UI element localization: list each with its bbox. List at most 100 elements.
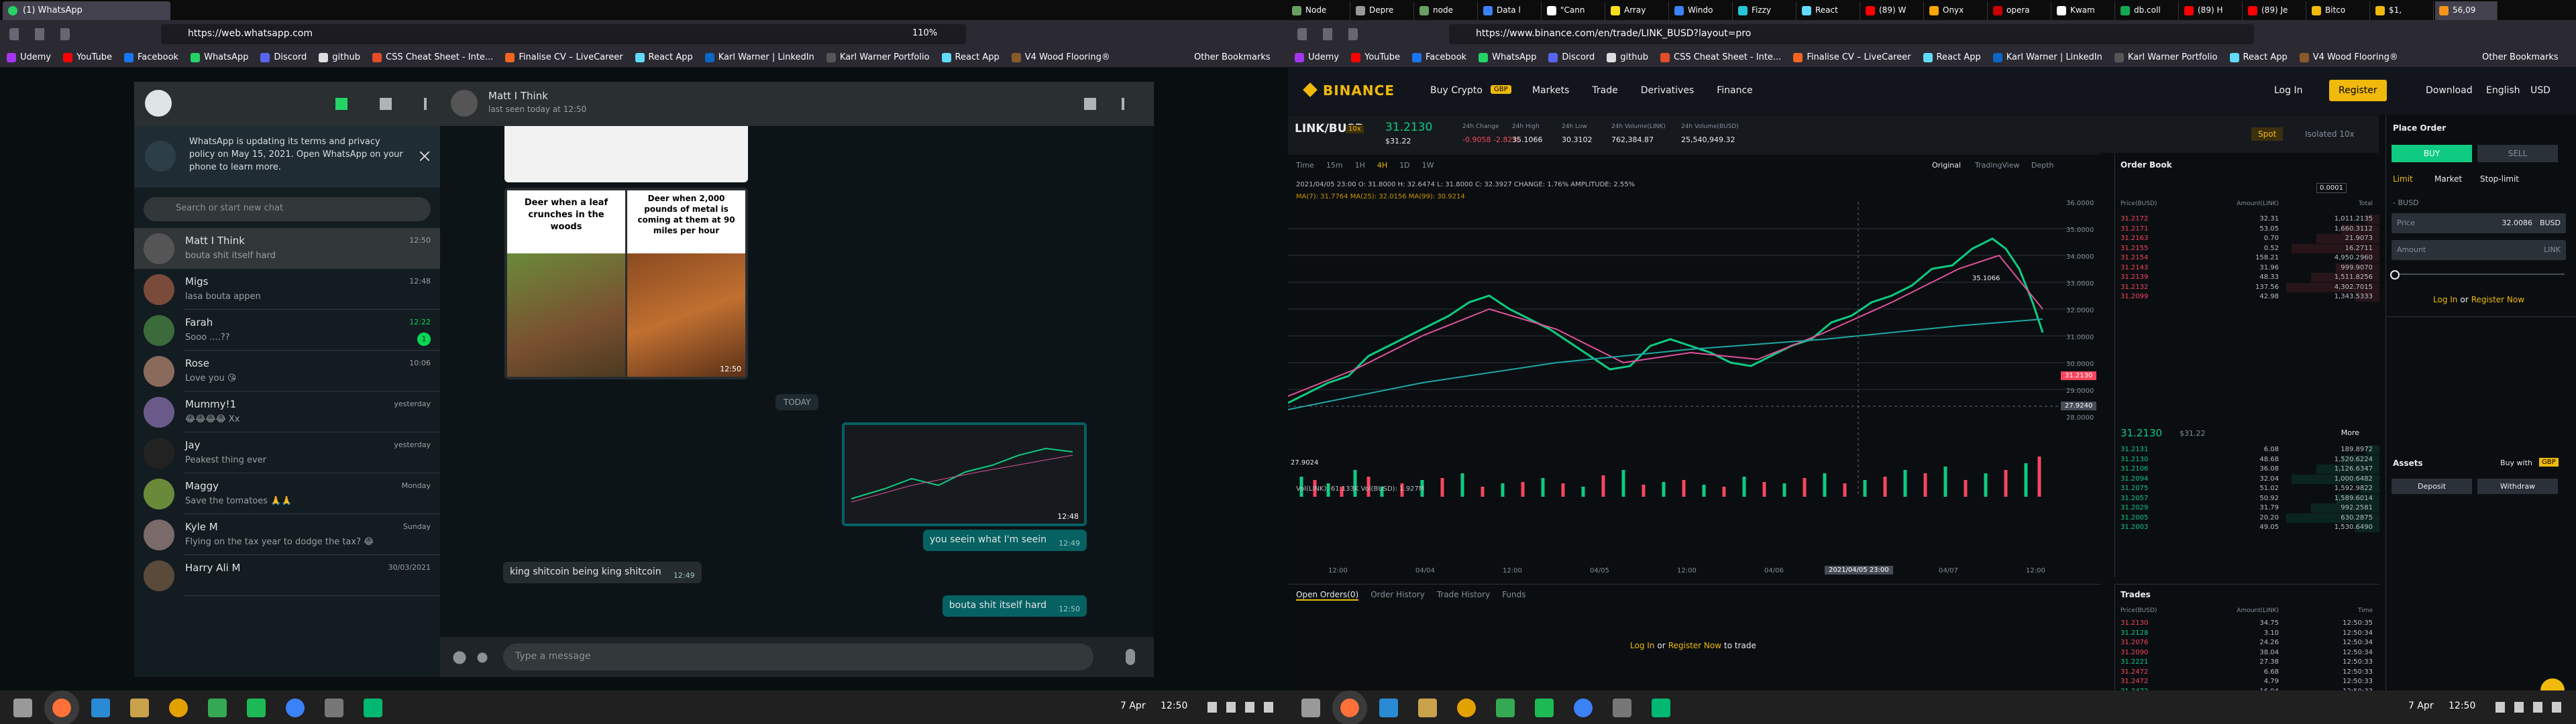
currency-link[interactable]: USD (2530, 85, 2551, 96)
tab[interactable]: (1) WhatsApp (3, 1, 170, 20)
download-link[interactable]: Download (2426, 85, 2473, 96)
bookmark[interactable]: Udemy (1295, 52, 1339, 62)
chat-row[interactable]: Migs 12:48 lasa bouta appen (134, 269, 440, 310)
mic-icon[interactable] (1126, 649, 1135, 665)
bookmark[interactable]: Discord (1548, 52, 1595, 62)
order-type-tab[interactable]: Market (2434, 174, 2463, 184)
bookmark[interactable]: Facebook (124, 52, 178, 62)
orders-tab[interactable]: Trade History (1436, 590, 1491, 599)
nav-link[interactable]: Derivatives (1640, 85, 1695, 96)
taskbar-icon[interactable] (13, 699, 32, 717)
tab[interactable]: Array (1607, 1, 1669, 20)
nav-link[interactable]: Markets (1532, 85, 1570, 96)
chat-row[interactable]: Mummy!1 yesterday 😂😂😂😂 Xx (134, 391, 440, 432)
nav-link[interactable]: Buy Crypto (1430, 85, 1483, 96)
interval-button[interactable]: 4H (1377, 161, 1388, 170)
orders-tab[interactable]: Order History (1371, 590, 1425, 599)
taskbar-icon[interactable] (1535, 699, 1554, 717)
url-box[interactable]: https://web.whatsapp.com 110% (161, 24, 966, 44)
isolated-tab[interactable]: Isolated 10x (2305, 129, 2355, 139)
chat-row[interactable]: Matt I Think 12:50 bouta shit itself hard (134, 228, 440, 269)
bookmark[interactable]: Finalise CV – LiveCareer (1793, 52, 1911, 62)
language-link[interactable]: English (2486, 85, 2520, 96)
interval-button[interactable]: 1W (1421, 161, 1434, 170)
nav-link[interactable]: Finance (1717, 85, 1753, 96)
order-type-tab[interactable]: Limit (2393, 174, 2413, 184)
bookmark[interactable]: CSS Cheat Sheet - Inte... (1660, 52, 1781, 62)
chat-support[interactable] (2540, 678, 2565, 690)
tab[interactable]: Fizzy (1734, 1, 1796, 20)
tab[interactable]: (89) Je (2244, 1, 2306, 20)
amount-field[interactable]: Amount LINK (2392, 240, 2566, 260)
tab[interactable]: node (1415, 1, 1478, 20)
tab[interactable]: $1, (2371, 1, 2434, 20)
tab[interactable]: Kwam (2053, 1, 2115, 20)
bookmark[interactable]: React App (941, 52, 1000, 62)
taskbar-icon[interactable] (1418, 699, 1437, 717)
tab[interactable]: (89) H (2180, 1, 2243, 20)
url-box[interactable]: https://www.binance.com/en/trade/LINK_BU… (1449, 24, 2254, 44)
taskbar-icon[interactable] (364, 699, 382, 717)
bookmark[interactable]: Karl Warner Portfolio (826, 52, 930, 62)
taskbar-icon[interactable] (1379, 699, 1398, 717)
tab[interactable]: db.coll (2116, 1, 2179, 20)
view-button[interactable]: Original (1932, 161, 1962, 170)
other-bookmarks[interactable]: Other Bookmarks (1194, 52, 1271, 62)
taskbar-icon[interactable] (1613, 699, 1631, 717)
spot-tab[interactable]: Spot (2251, 127, 2284, 141)
bookmark[interactable]: Udemy (7, 52, 51, 62)
more-link[interactable]: More (2341, 428, 2359, 437)
sell-tab[interactable]: SELL (2477, 145, 2558, 162)
tab[interactable]: (89) W (1862, 1, 1924, 20)
taskbar-icon[interactable] (44, 690, 79, 724)
bookmark[interactable]: V4 Wood Flooring® (1011, 52, 1110, 62)
notice-close[interactable] (420, 152, 429, 161)
order-login-text[interactable]: Log In (2433, 295, 2458, 304)
taskbar-icon[interactable] (247, 699, 266, 717)
taskbar-icon[interactable] (1457, 699, 1476, 717)
tab[interactable]: Data l (1479, 1, 1542, 20)
bookmark[interactable]: V4 Wood Flooring® (2299, 52, 2398, 62)
decimals-select[interactable]: 0.0001 (2316, 183, 2347, 193)
buy-with[interactable]: Buy with (2500, 459, 2532, 467)
tab[interactable]: Node (1288, 1, 1350, 20)
tab[interactable]: React (1798, 1, 1860, 20)
deposit-button[interactable]: Deposit (2392, 479, 2472, 494)
view-button[interactable]: Depth (2031, 161, 2054, 170)
bookmark[interactable]: Discord (260, 52, 307, 62)
buy-tab[interactable]: BUY (2392, 145, 2472, 162)
chat-row[interactable]: Rose 10:06 Love you 😘 (134, 351, 440, 391)
taskbar-icon[interactable] (130, 699, 149, 717)
order-type-tab[interactable]: Stop-limit (2480, 174, 2520, 184)
tab[interactable]: Depre (1352, 1, 1414, 20)
chat-row[interactable]: Farah 12:22 Sooo ....?? 1 (134, 310, 440, 351)
nav-link[interactable]: Trade (1592, 85, 1618, 96)
bookmark[interactable]: Facebook (1412, 52, 1466, 62)
withdraw-button[interactable]: Withdraw (2477, 479, 2558, 494)
taskbar-icon[interactable] (1496, 699, 1515, 717)
taskbar-icon[interactable] (1652, 699, 1670, 717)
bookmark[interactable]: WhatsApp (1479, 52, 1536, 62)
bookmark[interactable]: Karl Warner Portfolio (2114, 52, 2218, 62)
orders-tab[interactable]: Open Orders(0) (1296, 590, 1359, 601)
bookmark[interactable]: WhatsApp (191, 52, 248, 62)
bookmark[interactable]: React App (1923, 52, 1981, 62)
bookmark[interactable]: YouTube (63, 52, 112, 62)
interval-button[interactable]: 1H (1354, 161, 1365, 170)
bookmark[interactable]: React App (2229, 52, 2288, 62)
orders-tab[interactable]: Funds (1502, 590, 1526, 599)
chat-row[interactable]: Harry Ali M 30/03/2021 (134, 555, 440, 596)
login-link[interactable]: Log In (2274, 85, 2303, 96)
compose-icons[interactable] (452, 650, 490, 665)
tab[interactable]: opera (1989, 1, 2051, 20)
chat-row[interactable]: Maggy Monday Save the tomatoes 🙏🙏 (134, 473, 440, 514)
price-field[interactable]: Price 32.0086 BUSD (2392, 213, 2566, 233)
search-box[interactable]: Search or start new chat (144, 197, 431, 221)
orders-login-text[interactable]: Log In (1630, 641, 1655, 650)
bookmark[interactable]: CSS Cheat Sheet - Inte... (372, 52, 493, 62)
taskbar-icon[interactable] (91, 699, 110, 717)
slider-knob[interactable] (2390, 270, 2400, 280)
chat-row[interactable]: Kyle M Sunday Flying on the tax year to do… (134, 514, 440, 555)
interval-button[interactable]: 15m (1326, 161, 1343, 170)
bookmark[interactable]: Karl Warner | LinkedIn (704, 52, 814, 62)
